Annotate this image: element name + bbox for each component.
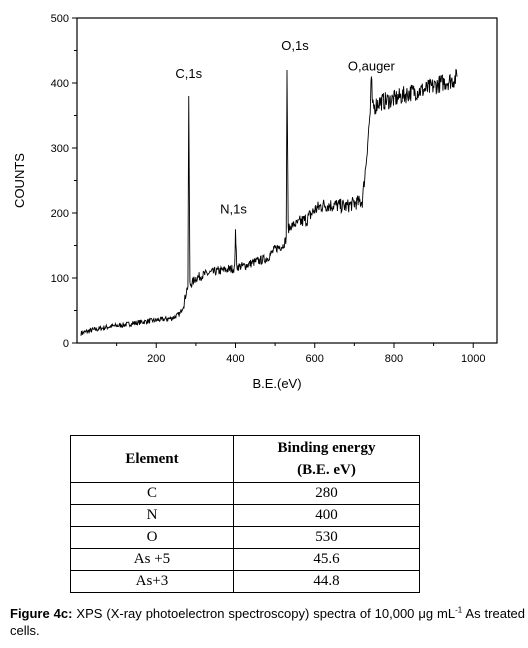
- x-axis-title: B.E.(eV): [252, 376, 301, 391]
- table-cell-energy: 45.6: [233, 548, 420, 571]
- table-cell-element: As +5: [70, 548, 234, 571]
- table-cell-element: C: [70, 482, 234, 505]
- y-tick-label: 100: [51, 273, 69, 285]
- table-row: C 280: [70, 482, 420, 505]
- table-cell-energy: 400: [233, 504, 420, 527]
- y-tick-label: 0: [63, 338, 69, 350]
- x-tick-label: 800: [385, 353, 403, 365]
- caption-superscript: -1: [455, 605, 463, 615]
- table-cell-element: N: [70, 504, 234, 527]
- y-tick-label: 300: [51, 143, 69, 155]
- x-tick-label: 200: [147, 353, 165, 365]
- table-cell-energy: 530: [233, 526, 420, 549]
- header-element: Element: [70, 435, 234, 483]
- peak-annotation: N,1s: [220, 201, 247, 216]
- xps-spectrum-chart: 200 400 600 800 1000 0 100 200 300 400 500 C,1s N,1…: [12, 13, 498, 391]
- caption-label: Figure 4c:: [10, 606, 73, 621]
- spectrum-line: [80, 68, 458, 336]
- table-row: As+3 44.8: [70, 570, 420, 593]
- binding-energy-table: Element Binding energy (B.E. eV) C 280 N …: [70, 435, 420, 593]
- table-cell-energy: 44.8: [233, 570, 420, 593]
- y-tick-label: 400: [51, 78, 69, 90]
- y-tick-label: 200: [51, 208, 69, 220]
- table-header-row: Element Binding energy (B.E. eV): [70, 435, 420, 483]
- x-tick-label: 1000: [461, 353, 485, 365]
- plot-frame: [76, 17, 498, 344]
- table-row: As +5 45.6: [70, 548, 420, 571]
- y-tick-label: 500: [51, 13, 69, 25]
- peak-annotation: O,1s: [281, 38, 309, 53]
- table-row: N 400: [70, 504, 420, 527]
- header-binding-energy: Binding energy (B.E. eV): [233, 435, 420, 483]
- y-axis-title: COUNTS: [12, 153, 27, 208]
- caption-text: XPS (X-ray photoelectron spectroscopy) s…: [72, 606, 456, 621]
- figure-caption: Figure 4c: XPS (X-ray photoelectron spec…: [10, 605, 525, 639]
- peak-annotation: C,1s: [175, 66, 202, 81]
- x-tick-label: 600: [306, 353, 324, 365]
- table-cell-element: As+3: [70, 570, 234, 593]
- x-tick-label: 400: [226, 353, 244, 365]
- table-row: O 530: [70, 526, 420, 549]
- table-cell-energy: 280: [233, 482, 420, 505]
- table-cell-element: O: [70, 526, 234, 549]
- caption-text-end: As treated cells.: [10, 606, 526, 638]
- peak-annotation: O,auger: [348, 59, 396, 74]
